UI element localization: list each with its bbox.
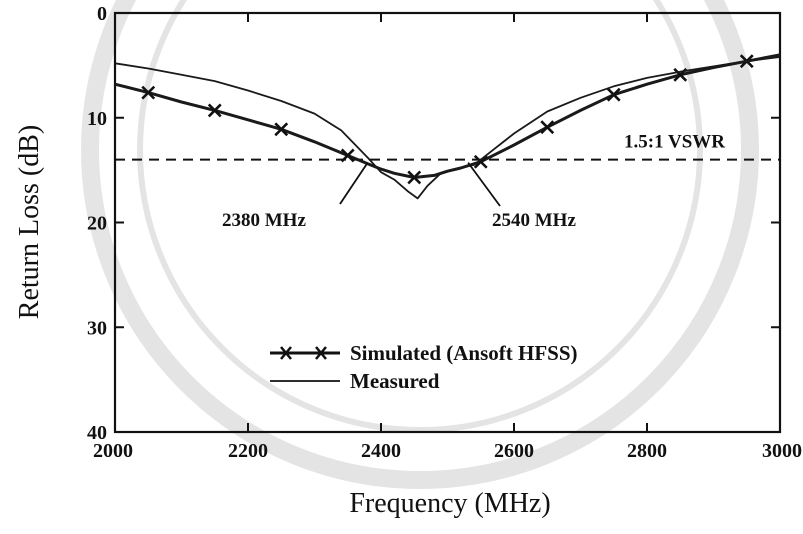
simulated-x-marker — [141, 85, 156, 100]
reference-line-layer: 1.5:1 VSWR — [115, 132, 780, 161]
x-axis-title: Frequency (MHz) — [349, 488, 550, 519]
simulated-x-marker — [340, 148, 355, 163]
legend-simulated-marker — [280, 346, 327, 360]
y-tick-label: 30 — [87, 317, 107, 339]
x-tick-label: 2800 — [627, 440, 667, 462]
legend-simulated-label: Simulated (Ansoft HFSS) — [350, 341, 578, 365]
y-tick-label: 20 — [87, 213, 107, 235]
seal-watermark — [81, 0, 759, 489]
y-tick-label: 10 — [87, 108, 107, 130]
measured-series-line — [114, 56, 781, 200]
x-tick-label: 2400 — [361, 440, 401, 462]
y-axis-title: Return Loss (dB) — [14, 125, 45, 319]
x-tick-label: 2000 — [93, 440, 133, 462]
simulated-x-marker — [540, 120, 555, 135]
axis-ticks: 2000 2200 2400 2600 2800 3000 0 10 20 30 40 — [87, 3, 802, 462]
simulated-series-line — [114, 53, 781, 179]
annotation-2540-label: 2540 MHz — [492, 210, 576, 231]
y-tick-label: 0 — [97, 3, 107, 25]
simulated-x-marker — [606, 87, 621, 102]
annotation-2380-arrow — [339, 162, 369, 205]
annotation-2380-label: 2380 MHz — [222, 210, 306, 231]
series-layer — [114, 53, 781, 200]
x-tick-label: 2200 — [228, 440, 268, 462]
y-tick-label: 40 — [87, 422, 107, 444]
vswr-reference-label: 1.5:1 VSWR — [624, 132, 725, 153]
legend-measured-label: Measured — [350, 369, 440, 393]
simulated-x-marker — [207, 103, 222, 118]
x-tick-label: 3000 — [762, 440, 802, 462]
annotation-layer: 2380 MHz 2540 MHz — [222, 162, 576, 231]
simulated-x-marker — [274, 122, 289, 137]
legend: Simulated (Ansoft HFSS) Measured — [270, 341, 578, 393]
simulated-x-marker — [407, 170, 422, 185]
annotation-2540-arrow — [467, 162, 501, 207]
x-tick-label: 2600 — [494, 440, 534, 462]
simulated-x-marker — [473, 154, 488, 169]
